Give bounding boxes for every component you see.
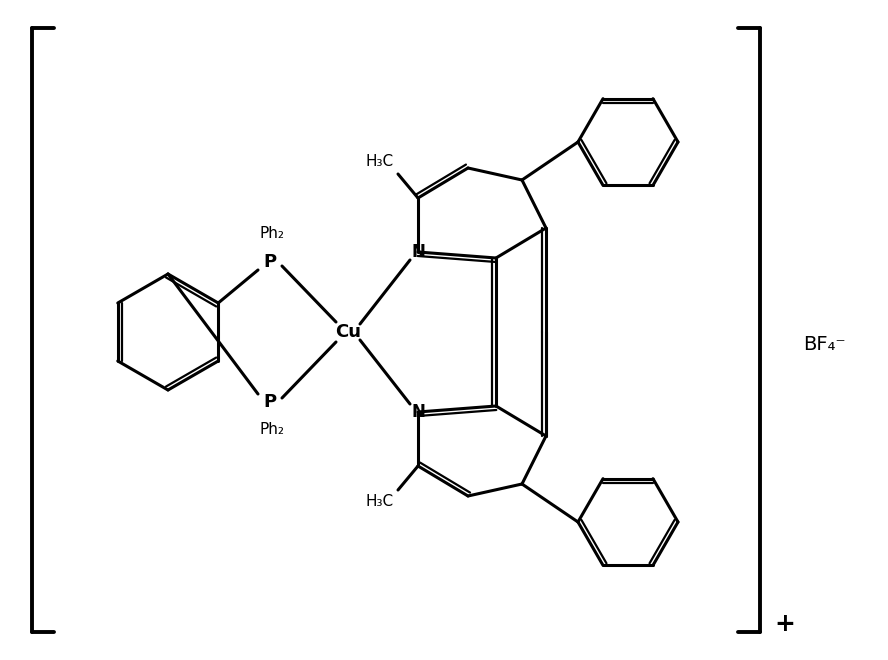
Text: P: P: [264, 393, 276, 411]
Text: Ph₂: Ph₂: [259, 422, 284, 438]
Text: N: N: [411, 403, 425, 421]
Text: H₃C: H₃C: [366, 154, 394, 170]
Text: BF₄⁻: BF₄⁻: [803, 335, 845, 354]
Text: H₃C: H₃C: [366, 494, 394, 510]
Text: Ph₂: Ph₂: [259, 226, 284, 242]
Text: +: +: [774, 612, 796, 636]
Text: P: P: [264, 253, 276, 271]
Text: N: N: [411, 243, 425, 261]
Text: Cu: Cu: [335, 323, 361, 341]
